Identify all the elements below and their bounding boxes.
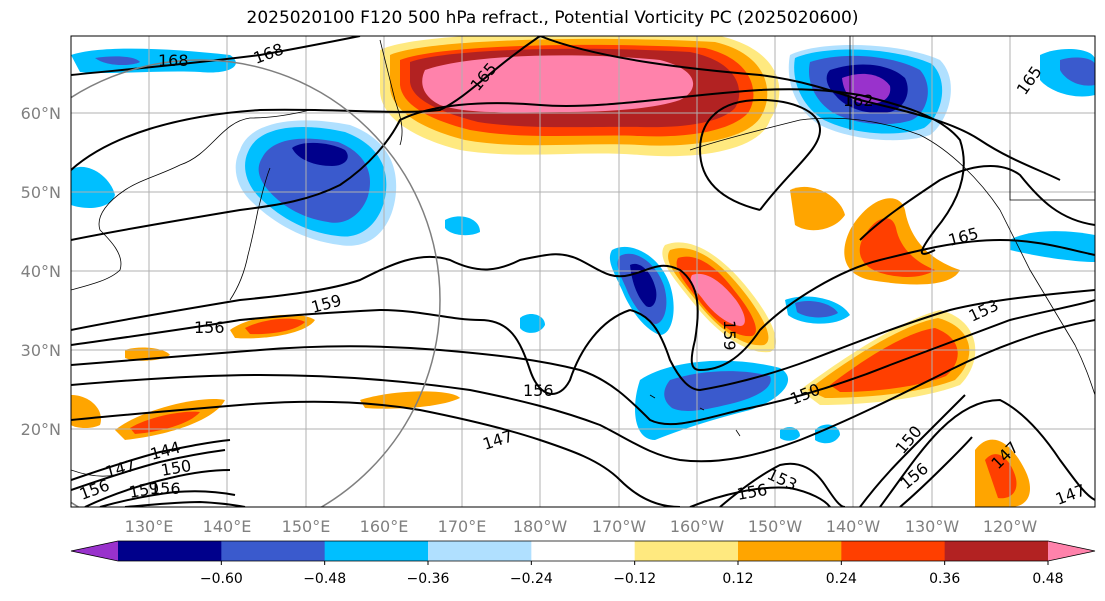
contour-162-east (859, 94, 965, 255)
lat-label: 30°N (21, 341, 61, 360)
colorbar-tick-label: 0.36 (929, 571, 960, 587)
latitude-labels: 60°N 50°N 40°N 30°N 20°N (21, 104, 61, 439)
colorbar-swatch (428, 541, 532, 561)
colorbar-swatch (118, 541, 222, 561)
pv-negative-alaska-purple (842, 73, 891, 104)
pv-negative-central-dark (630, 263, 657, 308)
contour-label: 162 (843, 91, 874, 110)
contour-156-c (899, 436, 973, 507)
contour-147-b (879, 398, 1095, 507)
colorbar-tick-label: −0.24 (510, 571, 553, 587)
pv-negative-small-2 (520, 314, 545, 333)
contour-156-b (629, 289, 1095, 392)
colorbar-swatch (531, 541, 636, 561)
lat-label: 50°N (21, 183, 61, 202)
pv-negative-small-5 (780, 427, 800, 441)
lon-label: 140°E (203, 517, 252, 536)
pv-negative-small-3-blue (795, 301, 838, 318)
pv-positive-north-pacific-pink (422, 55, 694, 113)
contour-150-b (859, 394, 966, 507)
plot-title: 2025020100 F120 500 hPa refract., Potent… (246, 8, 859, 28)
coast-hawaii (649, 394, 741, 437)
lat-label: 40°N (21, 262, 61, 281)
colorbar-tick-label: −0.36 (407, 571, 450, 587)
colorbar-tick-label: 0.24 (826, 571, 857, 587)
colorbar-swatch (841, 541, 946, 561)
contour-147-sw (71, 449, 226, 491)
colorbar-swatch (738, 541, 842, 561)
pv-positive-20n-left-red (130, 411, 200, 434)
contour-159 (71, 238, 1095, 372)
contour-156-b2 (689, 486, 831, 507)
colorbar-swatch (324, 541, 429, 561)
contour-168-a (71, 36, 361, 76)
coast-asia (71, 109, 311, 291)
contour-label: 156 (194, 318, 225, 337)
pv-negative-top-right-blue (1060, 57, 1095, 86)
coast-kamchatka (379, 39, 403, 146)
coast-na-border (1009, 150, 1095, 201)
refractivity-contours (71, 36, 1095, 507)
contour-label: 156 (150, 479, 181, 498)
lon-label: 140°W (826, 517, 881, 536)
colorbar-tick-label: 0.12 (722, 571, 753, 587)
colorbar-tick-label: −0.12 (613, 571, 656, 587)
lat-label: 20°N (21, 420, 61, 439)
colorbar-tick-label: −0.48 (303, 571, 346, 587)
colorbar-extend-low (71, 541, 118, 561)
pv-positive-east-40n-red (859, 218, 935, 277)
contour-label: 159 (720, 320, 739, 351)
lon-label: 120°W (983, 517, 1038, 536)
colorbar-tick-label: 0.48 (1032, 571, 1063, 587)
contour-144 (71, 439, 231, 481)
contour-label: 168 (158, 51, 189, 70)
contour-165-east (859, 164, 1095, 241)
lon-label: 130°E (125, 517, 174, 536)
contour-162 (71, 88, 861, 241)
colorbar-swatch (944, 541, 1049, 561)
contour-156-sw (124, 500, 246, 507)
colorbar-swatch (634, 541, 739, 561)
pv-positive-30n-red (245, 318, 305, 335)
contour-147 (71, 400, 681, 507)
pv-negative-upper-left-blue (95, 56, 140, 66)
lon-label: 160°W (670, 517, 725, 536)
colorbar-outline (70, 540, 1096, 562)
contour-159-east (698, 98, 822, 211)
colorbar-extend-high (1048, 541, 1095, 561)
lon-label: 130°W (905, 517, 960, 536)
contour-153-b (719, 462, 846, 507)
lon-label: 180°W (513, 517, 568, 536)
lon-label: 170°W (592, 517, 647, 536)
pv-negative-left-50n (71, 166, 115, 208)
pv-positive-central-pink (690, 273, 745, 326)
contour-150-sw (84, 469, 231, 507)
pv-positive-lower-right-red (985, 454, 1017, 499)
contour-156 (71, 308, 631, 395)
colorbar-swatch (221, 541, 326, 561)
coast-alaska (689, 117, 1001, 211)
lon-label: 150°E (282, 517, 331, 536)
pv-positive-east-45n (790, 186, 845, 231)
range-circle (71, 59, 441, 507)
colorbar: −0.60 −0.48 −0.36 −0.24 −0.12 0.12 0.24 0.36 0.4… (70, 540, 1096, 587)
longitude-labels: 130°E 140°E 150°E 160°E 170°E 180°W 170°… (125, 517, 1038, 536)
lon-label: 160°E (360, 517, 409, 536)
contour-150 (71, 319, 1095, 463)
lon-label: 150°W (748, 517, 803, 536)
plot-frame (70, 35, 1096, 508)
pv-negative-upper-left (71, 48, 236, 73)
coast-japan (229, 167, 271, 301)
colorbar-tick-label: −0.60 (200, 571, 243, 587)
contour-153-sw (99, 490, 236, 507)
lat-label: 60°N (21, 104, 61, 123)
contour-165-north (71, 36, 541, 171)
contour-label: 156 (523, 381, 554, 400)
contour-165-north-2 (539, 36, 1061, 181)
lon-label: 170°E (438, 517, 487, 536)
contour-153 (71, 299, 1095, 426)
